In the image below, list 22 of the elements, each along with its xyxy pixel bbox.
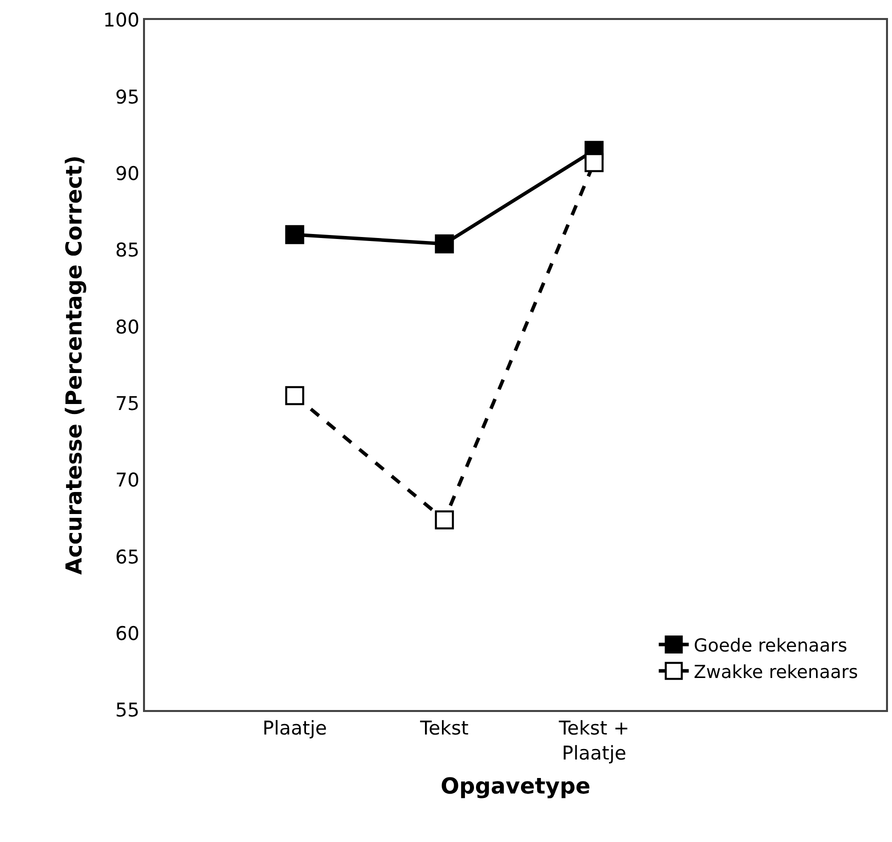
- x-tick-label: Plaatje: [262, 718, 327, 740]
- point: [285, 386, 304, 406]
- y-tick-label: 75: [115, 392, 140, 415]
- point: [285, 225, 304, 244]
- legend-label: Goede rekenaars: [694, 636, 848, 657]
- y-tick-label: 70: [115, 470, 140, 492]
- x-tick-label: Tekst + Plaatje: [558, 718, 630, 764]
- y-tick-label: 60: [115, 622, 140, 645]
- y-tick-label: 100: [103, 10, 140, 32]
- y-tick-label: 90: [115, 162, 140, 185]
- y-tick-label: 55: [115, 700, 140, 722]
- y-tick-label: 65: [115, 546, 140, 568]
- legend-label: Zwakke rekenaars: [694, 662, 858, 683]
- x-tick-label: Tekst: [419, 718, 469, 740]
- x-axis-title: Opgavetype: [440, 774, 590, 800]
- point: [434, 510, 454, 530]
- y-tick-label: 80: [115, 316, 140, 338]
- point: [434, 234, 454, 254]
- point: [584, 153, 604, 172]
- y-axis-title: Accuratesse (Percentage Correct): [62, 155, 88, 575]
- y-tick-label: 85: [115, 240, 140, 262]
- y-tick-label: 95: [115, 86, 140, 108]
